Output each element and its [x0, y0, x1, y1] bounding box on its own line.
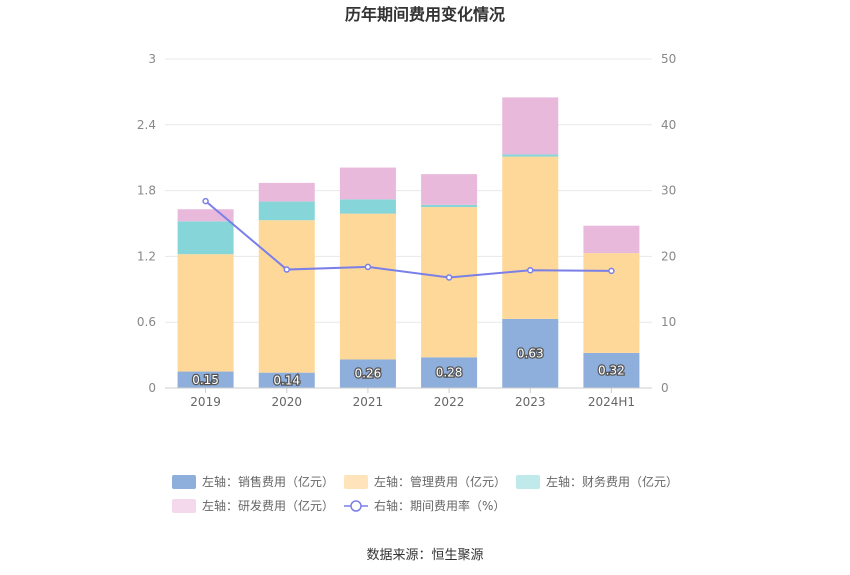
left-tick-label: 3: [148, 52, 156, 66]
legend-finance[interactable]: 左轴：财务费用（亿元）: [516, 474, 678, 489]
rate-point[interactable]: [283, 266, 290, 273]
source-note: 数据来源：恒生聚源: [366, 548, 483, 563]
rd-expense-bar[interactable]: [421, 174, 478, 205]
sales-value-label: 0.26: [355, 367, 382, 381]
category-label: 2022: [434, 395, 465, 409]
legend-label: 左轴：财务费用（亿元）: [546, 474, 678, 489]
legend-marker: [350, 500, 362, 512]
finance-expense-bar[interactable]: [502, 154, 559, 157]
admin-expense-bar[interactable]: [502, 156, 559, 319]
sales-value-label: 0.14: [273, 373, 300, 387]
sales-value-label: 0.28: [436, 366, 463, 380]
category-label: 2023: [515, 395, 546, 409]
finance-expense-bar[interactable]: [339, 199, 396, 214]
chart-title: 历年期间费用变化情况: [345, 5, 505, 24]
left-tick-label: 2.4: [137, 118, 156, 132]
legend-swatch: [516, 475, 540, 489]
rd-expense-bar[interactable]: [258, 182, 315, 202]
sales-expense-bar[interactable]: [502, 318, 559, 388]
left-tick-label: 1.2: [137, 249, 156, 263]
legend-label: 左轴：管理费用（亿元）: [374, 474, 506, 489]
right-tick-label: 20: [661, 249, 676, 263]
right-tick-label: 30: [661, 184, 676, 198]
right-tick-label: 50: [661, 52, 676, 66]
legend-rate[interactable]: 右轴：期间费用率（%）: [344, 498, 505, 513]
rd-expense-bar[interactable]: [177, 209, 234, 222]
legend-label: 左轴：销售费用（亿元）: [202, 474, 334, 489]
category-label: 2024H1: [588, 395, 635, 409]
bar-labels: 0.15 0.14 0.26 0.28 0.63 0.32: [191, 345, 626, 388]
sales-value-label: 0.63: [517, 346, 544, 360]
legend-admin[interactable]: 左轴：管理费用（亿元）: [344, 474, 506, 489]
x-axis-categories: 2019 2020 2021 2022 2023 2024H1: [190, 388, 635, 409]
legend-swatch: [344, 475, 368, 489]
sales-value-label: 0.15: [192, 373, 219, 387]
sales-expense-bar[interactable]: [177, 371, 234, 388]
finance-expense-bar[interactable]: [177, 221, 234, 255]
category-label: 2019: [190, 395, 221, 409]
legend-label: 右轴：期间费用率（%）: [374, 498, 505, 513]
legend-rd[interactable]: 左轴：研发费用（亿元）: [172, 498, 334, 513]
sales-value-label: 0.32: [598, 363, 625, 377]
grid-lines: [165, 58, 652, 323]
legend-label: 左轴：研发费用（亿元）: [202, 498, 334, 513]
finance-expense-bar[interactable]: [258, 201, 315, 221]
rate-point[interactable]: [364, 263, 372, 271]
bars: [177, 97, 640, 388]
right-tick-label: 40: [661, 118, 676, 132]
sales-expense-bar[interactable]: [583, 352, 640, 388]
sales-expense-bar[interactable]: [339, 359, 396, 388]
admin-expense-bar[interactable]: [258, 220, 315, 373]
rate-line-path: [204, 200, 612, 279]
rate-point[interactable]: [202, 197, 209, 205]
category-label: 2020: [271, 395, 302, 409]
rate-point[interactable]: [445, 274, 453, 281]
finance-expense-bar[interactable]: [421, 204, 478, 208]
sales-expense-bar[interactable]: [421, 357, 478, 388]
legend-swatch: [172, 475, 196, 489]
right-axis-ticks: 0 10 20 30 40 50: [661, 52, 676, 395]
rate-point[interactable]: [527, 266, 534, 274]
rd-expense-bar[interactable]: [339, 167, 396, 200]
left-tick-label: 0: [148, 381, 156, 395]
sales-expense-bar[interactable]: [258, 372, 315, 388]
left-axis-ticks: 0 0.6 1.2 1.8 2.4 3: [137, 52, 156, 395]
rd-expense-bar[interactable]: [583, 225, 640, 254]
rate-line: [202, 197, 615, 281]
right-tick-label: 10: [661, 315, 676, 329]
admin-expense-bar[interactable]: [421, 207, 478, 358]
admin-expense-bar[interactable]: [339, 213, 396, 360]
left-tick-label: 1.8: [137, 184, 156, 198]
right-tick-label: 0: [661, 381, 669, 395]
legend-sales[interactable]: 左轴：销售费用（亿元）: [172, 474, 334, 489]
left-tick-label: 0.6: [137, 315, 156, 329]
admin-expense-bar[interactable]: [177, 254, 234, 372]
rate-point[interactable]: [608, 267, 615, 275]
legend-swatch: [172, 499, 196, 513]
category-label: 2021: [353, 395, 384, 409]
legend: 左轴：销售费用（亿元） 左轴：管理费用（亿元） 左轴：财务费用（亿元） 左轴：研发费用…: [172, 474, 678, 513]
rd-expense-bar[interactable]: [502, 97, 559, 155]
